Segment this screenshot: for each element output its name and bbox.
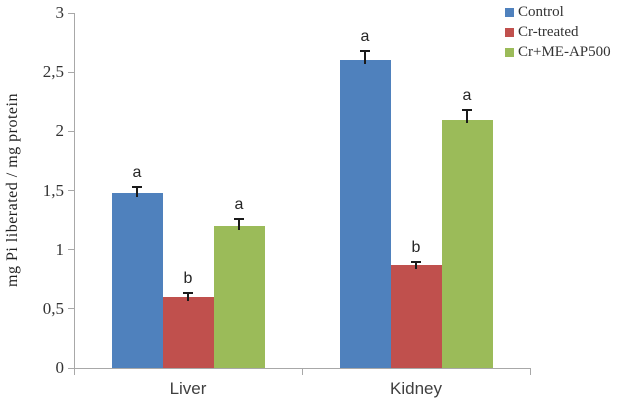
significance-letter: a	[132, 163, 142, 181]
y-axis-tick	[68, 130, 74, 132]
y-axis-tick	[68, 12, 74, 14]
legend-label-cr-treated: Cr-treated	[518, 23, 579, 40]
error-bar-stem	[364, 50, 366, 65]
error-bar-stem	[238, 218, 240, 230]
legend-label-control: Control	[518, 3, 564, 20]
bar-cr-me-ap500-liver	[213, 226, 265, 368]
significance-letter: b	[411, 238, 421, 256]
significance-letter: b	[183, 270, 193, 288]
error-bar-cap	[183, 292, 193, 295]
significance-letter: a	[234, 195, 244, 213]
y-tick-label: 1	[55, 239, 65, 259]
category-label-kidney: Kidney	[390, 379, 442, 398]
bar-control-kidney	[339, 60, 391, 368]
y-tick-label: 0,5	[42, 298, 64, 318]
error-bar-stem	[466, 110, 468, 124]
error-bar-stem	[187, 293, 189, 301]
error-bar-cap	[234, 217, 244, 220]
y-tick-label: 3	[55, 3, 65, 22]
bar-cr-treated-kidney	[390, 265, 442, 368]
y-axis-tick	[68, 308, 74, 310]
x-axis-line	[74, 368, 531, 369]
y-axis-line	[74, 13, 75, 369]
legend-swatch-control	[505, 7, 514, 17]
legend-item-cr-me-ap500: Cr+ME-AP500	[505, 42, 611, 62]
bar-control-liver	[111, 192, 163, 368]
legend-item-cr-treated: Cr-treated	[505, 22, 611, 42]
x-axis-tick	[73, 369, 75, 375]
error-bar-cap	[462, 109, 472, 112]
y-axis-tick	[68, 367, 74, 369]
legend-item-control: Control	[505, 2, 611, 22]
error-bar-cap	[132, 185, 142, 188]
significance-letter: a	[462, 87, 472, 105]
error-bar-stem	[136, 186, 138, 197]
bar-cr-treated-liver	[162, 297, 214, 368]
y-axis-tick	[68, 71, 74, 73]
error-bar-stem	[415, 261, 417, 270]
y-axis-tick	[68, 249, 74, 251]
significance-letter: a	[360, 27, 370, 45]
x-axis-tick	[301, 369, 303, 375]
legend-swatch-cr-treated	[505, 27, 514, 37]
legend: Control Cr-treated Cr+ME-AP500	[505, 2, 611, 62]
bar-cr-me-ap500-kidney	[441, 119, 493, 368]
x-axis-tick	[529, 369, 531, 375]
y-tick-label: 2,5	[42, 62, 64, 82]
legend-swatch-cr-me-ap500	[505, 47, 514, 57]
y-tick-label: 2	[55, 121, 65, 141]
error-bar-cap	[411, 260, 421, 263]
error-bar-cap	[360, 49, 370, 52]
y-axis-tick	[68, 190, 74, 191]
y-tick-label: 0	[55, 358, 65, 377]
legend-label-cr-me-ap500: Cr+ME-AP500	[518, 43, 611, 60]
category-label-liver: Liver	[169, 379, 207, 398]
y-tick-label: 1,5	[42, 180, 64, 200]
